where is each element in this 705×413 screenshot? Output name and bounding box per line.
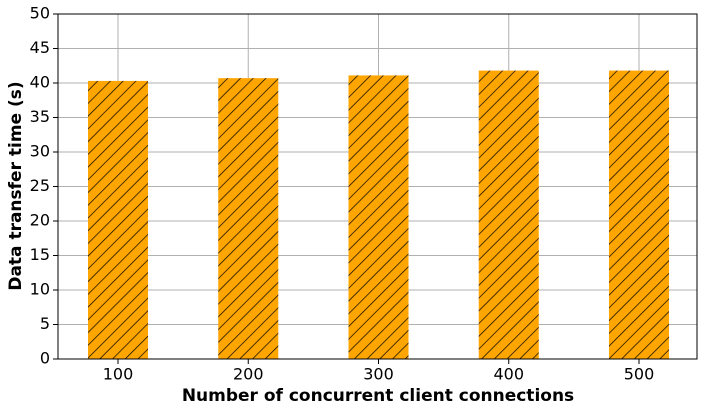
y-axis-title: Data transfer time (s) xyxy=(6,81,26,290)
y-tick-label: 20 xyxy=(30,211,50,230)
y-tick-label: 45 xyxy=(30,38,50,57)
y-tick-label: 25 xyxy=(30,176,50,195)
y-tick-label: 0 xyxy=(40,349,50,368)
bar-hatch xyxy=(88,80,148,360)
x-tick-label: 200 xyxy=(233,365,264,384)
bar-hatch xyxy=(478,70,539,359)
y-tick-label: 40 xyxy=(30,73,50,92)
y-tick-label: 5 xyxy=(40,314,50,333)
y-tick-label: 50 xyxy=(30,4,50,23)
x-tick-label: 400 xyxy=(493,365,524,384)
x-tick-label: 300 xyxy=(363,365,394,384)
bar-hatch xyxy=(609,70,669,359)
y-tick-label: 10 xyxy=(30,280,50,299)
y-tick-label: 30 xyxy=(30,142,50,161)
x-axis-title: Number of concurrent client connections xyxy=(182,386,574,406)
bar-hatch xyxy=(348,75,409,359)
x-tick-label: 500 xyxy=(624,365,655,384)
y-tick-label: 15 xyxy=(30,245,50,264)
bar-hatch xyxy=(218,78,279,360)
y-tick-label: 35 xyxy=(30,107,50,126)
x-tick-label: 100 xyxy=(103,365,134,384)
